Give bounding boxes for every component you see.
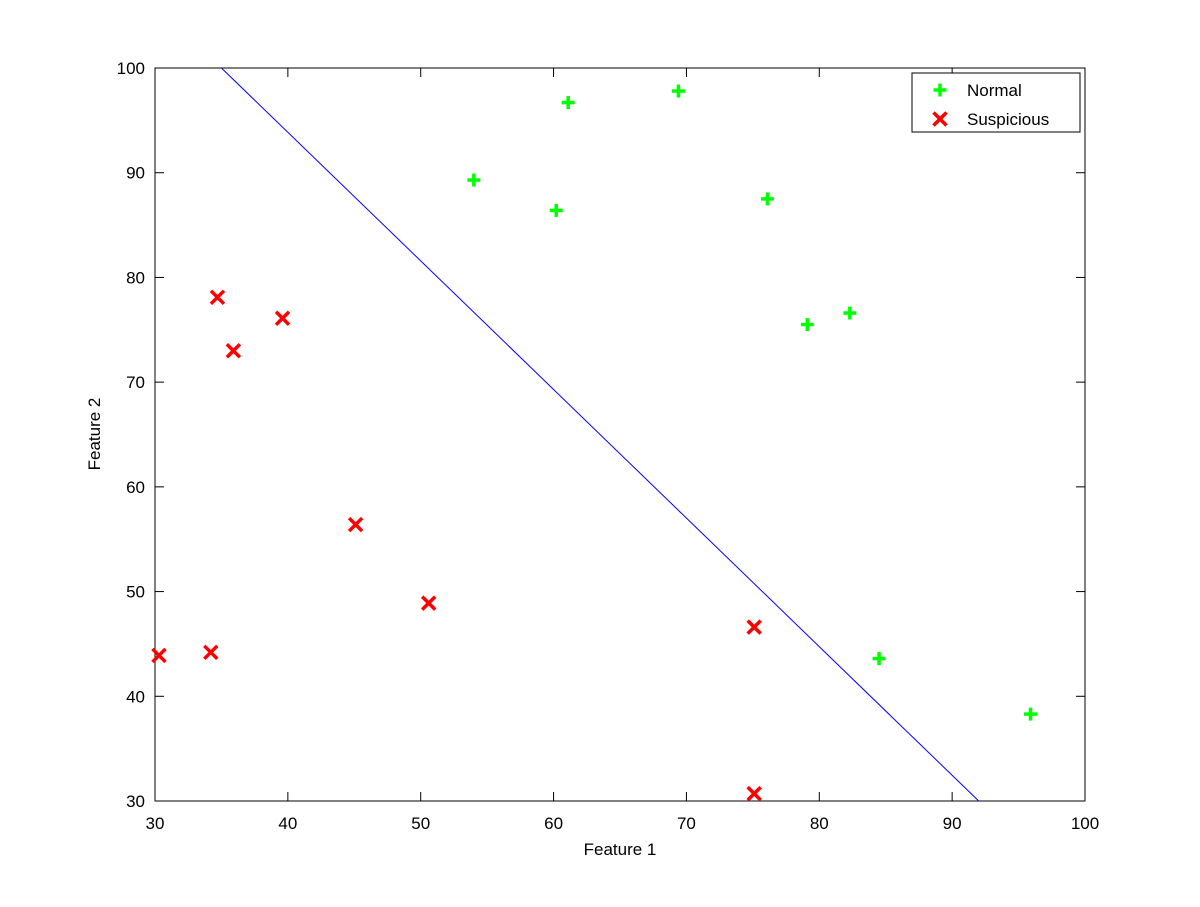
normal-point (467, 173, 481, 187)
x-tick-label: 90 (943, 814, 962, 833)
y-tick-label: 80 (126, 268, 145, 287)
legend-box (911, 72, 1081, 133)
x-marker-b (746, 785, 762, 802)
x-tick-label: 100 (1071, 814, 1099, 833)
x-tick-label: 60 (544, 814, 563, 833)
x-tick-label: 50 (411, 814, 430, 833)
x-marker-b (274, 310, 291, 327)
y-tick-label: 70 (126, 373, 145, 392)
x-tick-label: 70 (677, 814, 696, 833)
y-tick-label: 30 (126, 792, 145, 811)
x-marker-b (746, 619, 762, 635)
x-tick-label: 30 (146, 814, 165, 833)
legend-marker-suspicious (932, 111, 948, 127)
y-axis-label: Feature 2 (85, 398, 104, 471)
y-tick-label: 60 (126, 478, 145, 497)
plot-area (154, 67, 1086, 802)
y-tick-label: 100 (117, 59, 145, 78)
decision-boundary-line (221, 67, 980, 802)
normal-point (843, 306, 857, 320)
normal-point (872, 652, 886, 666)
x-marker-b (347, 516, 364, 533)
normal-point (671, 84, 685, 98)
x-axis-label: Feature 1 (584, 840, 657, 859)
legend-marker-normal (933, 83, 947, 97)
suspicious-point (420, 595, 437, 611)
x-marker-b (420, 595, 437, 611)
suspicious-point (746, 785, 762, 802)
legend-label-normal: Normal (967, 81, 1022, 100)
suspicious-point (225, 342, 242, 359)
suspicious-point (746, 619, 762, 635)
y-tick-label: 50 (126, 583, 145, 602)
legend-label-suspicious: Suspicious (967, 110, 1049, 129)
normal-point (549, 203, 563, 217)
normal-point (760, 192, 774, 206)
x-tick-label: 40 (278, 814, 297, 833)
normal-point (561, 96, 575, 110)
suspicious-point (274, 310, 291, 327)
y-tick-label: 40 (126, 687, 145, 706)
suspicious-point (151, 647, 167, 664)
suspicious-point (209, 289, 226, 306)
suspicious-point (203, 644, 219, 661)
suspicious-point (347, 516, 364, 533)
x-marker-b (932, 111, 948, 127)
x-marker-b (225, 342, 242, 359)
x-marker-b (151, 647, 167, 664)
normal-point (1024, 707, 1038, 721)
legend: Normal Suspicious (911, 72, 1081, 133)
x-marker-b (209, 289, 226, 306)
y-tick-label: 90 (126, 164, 145, 183)
x-marker-b (203, 644, 219, 661)
normal-point (800, 318, 814, 332)
x-tick-label: 80 (810, 814, 829, 833)
